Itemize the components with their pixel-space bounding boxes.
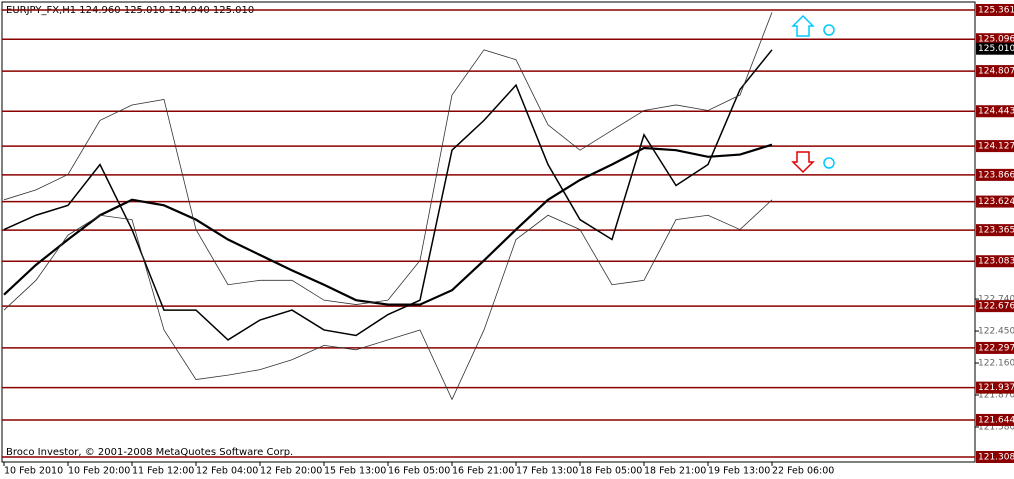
level-label-bg <box>976 105 1014 118</box>
footer: Broco Investor, © 2001-2008 MetaQuotes S… <box>6 447 293 458</box>
x-tick-label: 16 Feb 21:00 <box>452 466 514 477</box>
x-tick-label: 12 Feb 04:00 <box>196 466 258 477</box>
level-label-bg <box>976 4 1014 16</box>
series-line <box>3 49 773 341</box>
level-label-bg <box>976 140 1014 153</box>
hand-icon <box>823 24 835 36</box>
x-tick-label: 10 Feb 2010 <box>4 466 63 477</box>
x-tick-label: 18 Feb 05:00 <box>580 466 642 477</box>
level-label: 121.308 <box>978 453 1014 463</box>
level-label-bg <box>976 168 1014 181</box>
level-label-bg <box>976 224 1014 237</box>
plot-border <box>1 1 976 463</box>
level-label-bg <box>976 413 1014 426</box>
series-line <box>3 143 773 306</box>
x-tick-label: 10 Feb 20:00 <box>68 466 130 477</box>
level-label: 122.676 <box>978 302 1014 312</box>
level-label-bg <box>976 341 1014 354</box>
level-label-bg <box>976 451 1014 463</box>
level-label: 123.624 <box>978 197 1014 207</box>
x-tick-label: 17 Feb 13:00 <box>516 466 578 477</box>
x-tick-label: 12 Feb 20:00 <box>260 466 322 477</box>
y-tick-label: 122.740 <box>978 295 1014 305</box>
x-tick-label: 22 Feb 06:00 <box>772 466 834 477</box>
x-tick-label: 11 Feb 12:00 <box>132 466 194 477</box>
level-label: 124.443 <box>978 107 1014 117</box>
hand-icon <box>823 157 835 169</box>
level-label: 125.096 <box>978 35 1014 45</box>
level-label-bg <box>976 195 1014 208</box>
level-label: 123.083 <box>978 257 1014 267</box>
current-price-bg <box>976 42 1014 55</box>
up-arrow <box>791 14 835 37</box>
x-tick-label: 16 Feb 05:00 <box>388 466 450 477</box>
level-label-bg <box>976 255 1014 268</box>
x-tick-label: 15 Feb 13:00 <box>324 466 386 477</box>
level-label: 122.297 <box>978 343 1014 353</box>
y-tick-label: 122.450 <box>978 327 1014 337</box>
y-tick-label: 121.580 <box>978 423 1014 433</box>
level-label-bg <box>976 300 1014 313</box>
level-label: 123.365 <box>978 226 1014 236</box>
x-tick-label: 19 Feb 13:00 <box>708 466 770 477</box>
y-tick-label: 121.870 <box>978 391 1014 401</box>
series-line <box>3 12 773 305</box>
down-arrow <box>791 151 835 174</box>
arrow-down <box>791 151 815 174</box>
level-label: 125.361 <box>978 6 1014 16</box>
series-line <box>3 199 773 401</box>
x-tick-label: 18 Feb 21:00 <box>644 466 706 477</box>
level-label: 124.807 <box>978 67 1014 77</box>
level-label-bg <box>976 33 1014 46</box>
level-label: 121.644 <box>978 415 1014 425</box>
level-label: 123.866 <box>978 170 1014 180</box>
level-label: 121.937 <box>978 383 1014 393</box>
current-price-label: 125.010 <box>978 44 1014 54</box>
arrow-up <box>791 14 815 37</box>
level-label: 124.127 <box>978 142 1014 152</box>
level-label-bg <box>976 65 1014 78</box>
level-label-bg <box>976 381 1014 394</box>
y-tick-label: 122.160 <box>978 359 1014 369</box>
